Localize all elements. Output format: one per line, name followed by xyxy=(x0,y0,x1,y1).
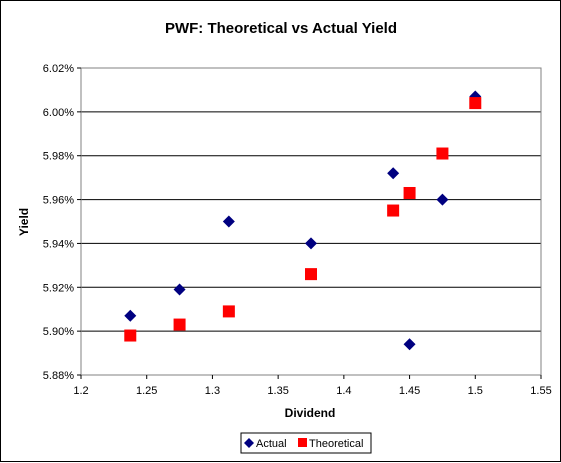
data-point-actual xyxy=(387,167,400,180)
plot-area xyxy=(80,67,542,376)
legend-theoretical-marker xyxy=(298,438,307,447)
y-tick-label: 5.94% xyxy=(43,238,74,250)
x-tick-label: 1.25 xyxy=(136,385,157,397)
x-tick-label: 1.5 xyxy=(468,385,483,397)
data-point-actual xyxy=(436,193,449,206)
x-tick-label: 1.55 xyxy=(530,385,551,397)
data-point-actual xyxy=(403,338,416,351)
x-tick-label: 1.4 xyxy=(336,385,351,397)
legend-actual-marker xyxy=(244,438,254,448)
y-tick-label: 5.98% xyxy=(43,151,74,163)
x-tick-label: 1.2 xyxy=(73,385,88,397)
data-point-actual xyxy=(173,283,186,296)
data-point-theoretical xyxy=(173,318,186,331)
legend-theoretical-label: Theoretical xyxy=(309,438,363,450)
data-point-actual xyxy=(222,215,235,228)
data-point-actual xyxy=(124,309,137,322)
y-tick-label: 5.90% xyxy=(43,326,74,338)
data-point-theoretical xyxy=(387,204,400,217)
x-tick-label: 1.35 xyxy=(267,385,288,397)
y-tick-label: 6.00% xyxy=(43,107,74,119)
legend-actual-label: Actual xyxy=(256,438,287,450)
x-axis-ticks: 1.2 1.25 1.3 1.35 1.4 1.45 1.5 1.55 xyxy=(73,375,552,397)
data-point-actual xyxy=(305,237,317,250)
data-point-theoretical xyxy=(222,305,235,318)
data-point-theoretical xyxy=(305,268,317,281)
legend: Actual Theoretical xyxy=(240,432,372,454)
data-point-theoretical xyxy=(436,147,449,160)
y-tick-label: 6.02% xyxy=(43,63,74,75)
data-point-theoretical xyxy=(403,186,416,199)
series-layer xyxy=(124,90,482,351)
y-axis-ticks: 5.88% 5.90% 5.92% 5.94% 5.96% 5.98% 6.00% 6.02% xyxy=(43,63,81,382)
data-point-theoretical xyxy=(469,97,482,110)
grid-lines xyxy=(81,111,541,332)
data-point-theoretical xyxy=(124,329,137,342)
x-tick-label: 1.3 xyxy=(205,385,220,397)
series-theoretical xyxy=(124,97,482,342)
y-tick-label: 5.96% xyxy=(43,195,74,207)
chart-title: PWF: Theoretical vs Actual Yield xyxy=(165,20,397,37)
y-tick-label: 5.92% xyxy=(43,282,74,294)
x-axis-title: Dividend xyxy=(285,406,336,420)
x-tick-label: 1.45 xyxy=(399,385,420,397)
y-tick-label: 5.88% xyxy=(43,370,74,382)
y-axis-title: Yield xyxy=(17,208,31,236)
series-actual xyxy=(124,90,482,351)
